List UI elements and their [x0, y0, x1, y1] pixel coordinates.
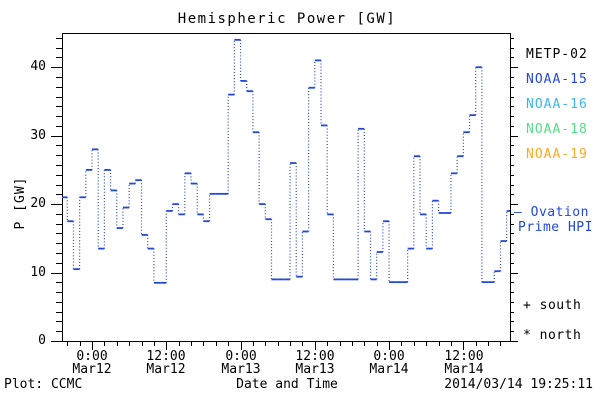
y-tick-label: 10 — [30, 265, 46, 280]
x-tick-date: Mar14 — [444, 362, 484, 377]
legend-item-noaa19: NOAA-19 — [526, 147, 588, 162]
y-tick-label: 20 — [30, 196, 46, 211]
x-tick-time: 12:00 — [146, 349, 186, 364]
north-marker-note: * north — [523, 328, 582, 343]
x-tick-time: 0:00 — [373, 349, 405, 364]
x-tick-time: 12:00 — [295, 349, 335, 364]
x-axis-label: Date and Time — [236, 377, 338, 392]
y-tick-label: 40 — [30, 59, 46, 74]
y-tick-label: 0 — [38, 333, 46, 348]
legend-item-noaa16: NOAA-16 — [526, 97, 588, 112]
legend-item-noaa15: NOAA-15 — [526, 72, 588, 87]
y-tick-label: 30 — [30, 128, 46, 143]
x-tick-date: Mar13 — [221, 362, 261, 377]
ovation-legend-line1: — Ovation — [514, 205, 589, 220]
x-tick-time: 0:00 — [76, 349, 108, 364]
chart-title: Hemispheric Power [GW] — [177, 11, 397, 27]
x-tick-time: 0:00 — [225, 349, 257, 364]
timestamp: 2014/03/14 19:25:11 — [444, 377, 593, 392]
x-tick-time: 12:00 — [444, 349, 484, 364]
x-tick-date: Mar12 — [146, 362, 186, 377]
x-tick-date: Mar13 — [295, 362, 335, 377]
ovation-legend-line2: Prime HPI — [518, 220, 593, 235]
x-tick-date: Mar12 — [72, 362, 112, 377]
plot-credit: Plot: CCMC — [4, 377, 83, 392]
legend-item-metp02: METP-02 — [526, 47, 588, 62]
legend-item-noaa18: NOAA-18 — [526, 122, 588, 137]
south-marker-note: + south — [523, 298, 582, 313]
x-tick-date: Mar14 — [369, 362, 409, 377]
